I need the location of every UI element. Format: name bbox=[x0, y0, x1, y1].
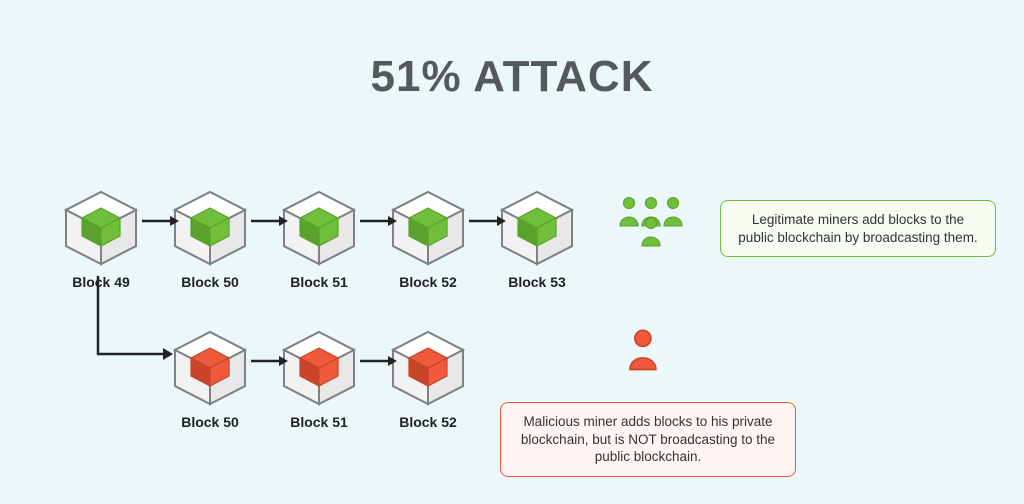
block-cube: Block 51 bbox=[274, 188, 364, 290]
chain-arrow bbox=[469, 214, 507, 228]
chain-arrow bbox=[360, 354, 398, 368]
block-label: Block 53 bbox=[492, 274, 582, 290]
branch-arrow bbox=[94, 276, 175, 362]
block-cube: Block 51 bbox=[274, 328, 364, 430]
block-label: Block 51 bbox=[274, 414, 364, 430]
block-cube: Block 52 bbox=[383, 328, 473, 430]
block-label: Block 51 bbox=[274, 274, 364, 290]
diagram-stage: { "background_color": "#ebf7f9", "title"… bbox=[0, 0, 1024, 504]
legitimate-miners-callout: Legitimate miners add blocks to the publ… bbox=[720, 200, 996, 257]
block-cube: Block 49 bbox=[56, 188, 146, 290]
chain-arrow bbox=[142, 214, 180, 228]
block-cube: Block 50 bbox=[165, 328, 255, 430]
block-cube: Block 53 bbox=[492, 188, 582, 290]
block-label: Block 52 bbox=[383, 274, 473, 290]
page-title: 51% ATTACK bbox=[0, 52, 1024, 102]
miners-group-icon bbox=[612, 196, 690, 254]
chain-arrow bbox=[251, 214, 289, 228]
block-label: Block 50 bbox=[165, 274, 255, 290]
block-cube: Block 52 bbox=[383, 188, 473, 290]
block-label: Block 52 bbox=[383, 414, 473, 430]
malicious-miner-callout: Malicious miner adds blocks to his priva… bbox=[500, 402, 796, 477]
block-cube: Block 50 bbox=[165, 188, 255, 290]
malicious-miner-icon bbox=[626, 328, 660, 372]
chain-arrow bbox=[360, 214, 398, 228]
chain-arrow bbox=[251, 354, 289, 368]
block-label: Block 50 bbox=[165, 414, 255, 430]
